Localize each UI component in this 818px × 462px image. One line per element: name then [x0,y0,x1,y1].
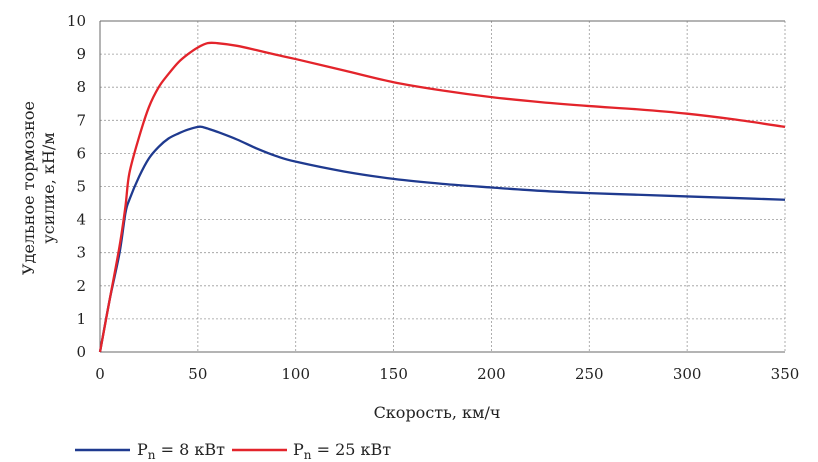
series-line-2 [98,41,786,353]
x-axis-title: Скорость, км/ч [374,403,501,422]
y-tick-label: 7 [76,111,86,129]
x-tick-label: 150 [379,365,408,383]
y-tick-label: 1 [76,310,86,328]
x-tick-label: 50 [188,365,207,383]
x-tick-label: 300 [673,365,702,383]
y-tick-label: 0 [76,343,86,361]
legend-item-1: Pn = 8 кВт [75,440,225,462]
y-tick-label: 4 [76,211,86,229]
y-tick-label: 5 [76,178,86,196]
series-line-1 [98,125,786,353]
grid [100,20,786,352]
legend-label-1: Pn = 8 кВт [137,440,225,462]
x-tick-label: 350 [771,365,800,383]
x-tick-label: 250 [575,365,604,383]
x-tick-labels: 0 50 100 150 200 250 300 350 [95,365,799,383]
y-tick-labels: 0 1 2 3 4 5 6 7 8 9 10 [67,12,86,361]
y-tick-label: 3 [76,244,86,262]
y-axis-title: Удельное тормозное усилие, кН/м [19,101,58,275]
y-tick-label: 6 [76,144,86,162]
x-tick-label: 0 [95,365,105,383]
legend: Pn = 8 кВт Pn = 25 кВт [75,440,391,462]
y-tick-label: 2 [76,277,86,295]
y-tick-label: 9 [76,45,86,63]
legend-label-2: Pn = 25 кВт [293,440,391,462]
series-lines [98,41,786,353]
plot-frame [99,20,785,353]
y-axis-title-line-2: усилие, кН/м [39,132,58,243]
y-tick-label: 10 [67,12,86,30]
y-axis-title-line-1: Удельное тормозное [19,101,38,275]
y-tick-label: 8 [76,78,86,96]
legend-item-2: Pn = 25 кВт [232,440,391,462]
x-tick-label: 200 [477,365,506,383]
x-tick-label: 100 [281,365,310,383]
